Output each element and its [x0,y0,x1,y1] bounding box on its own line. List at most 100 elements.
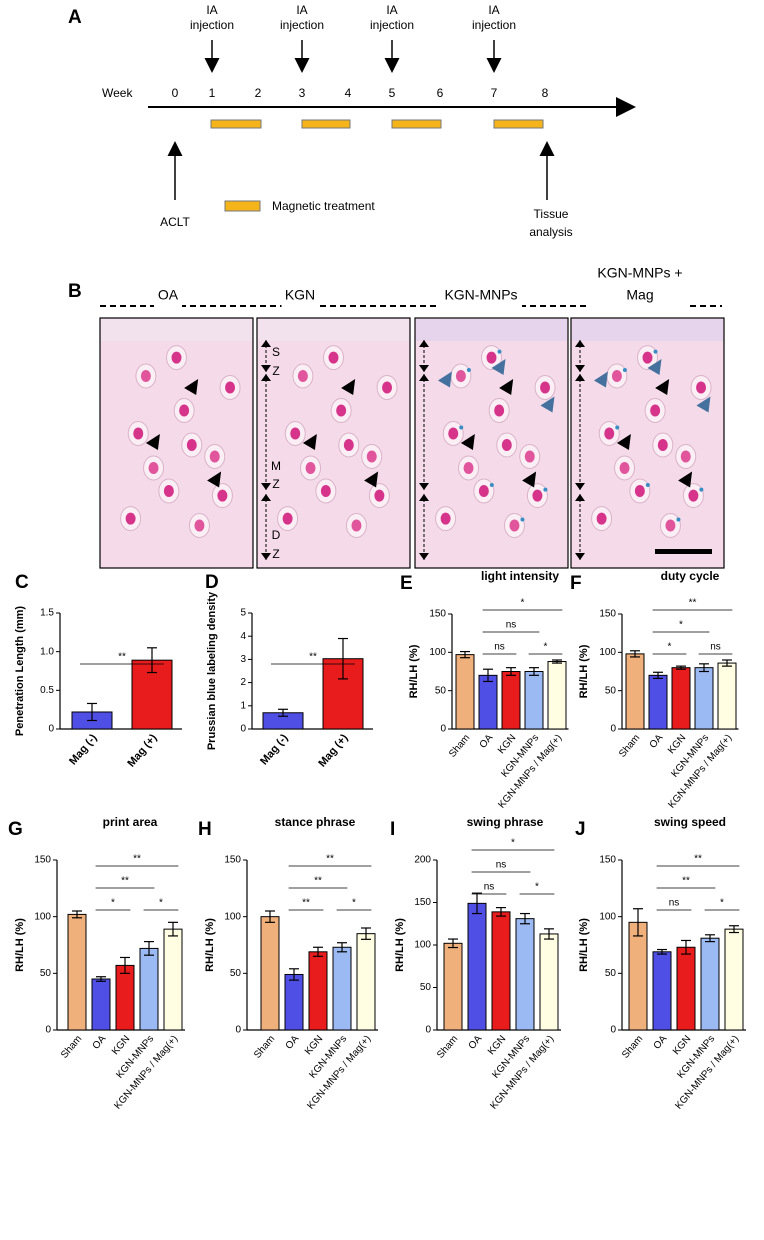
cell [179,404,190,417]
cell [186,439,197,451]
chart-title: light intensity [481,569,559,583]
cell [282,512,293,525]
week-number: 4 [345,86,352,100]
injection-label: injection [190,18,234,32]
cell [596,512,607,525]
significance-label: ns [506,620,517,631]
zone-label: Z [272,477,279,491]
cell [540,381,551,394]
bar [547,661,567,730]
significance-label: ** [314,876,322,887]
iron-stain [615,425,620,430]
bar [676,946,696,1031]
cell [642,351,653,364]
arrowhead [302,434,317,450]
bar [700,937,720,1031]
y-tick-label: 0 [425,1025,431,1036]
y-tick-label: 50 [605,968,617,979]
zone-label: S [272,345,280,359]
x-tick-label: Sham [59,1034,84,1061]
zone-arrow-tip [261,494,271,501]
week-number: 2 [255,86,262,100]
significance-label: ** [326,854,334,865]
panel-label: D [205,572,219,593]
y-axis-label: RH/LH (%) [578,918,590,972]
week-number: 0 [172,86,179,100]
y-tick-label: 50 [230,968,242,979]
zone-arrow-tip [261,374,271,381]
significance-label: * [352,898,356,909]
panel-label: H [198,819,212,840]
cell [494,404,505,417]
bar [115,964,135,1031]
error-bar [520,912,530,925]
panel-label: G [8,819,23,840]
x-tick-label: Mag (+) [125,732,159,770]
zone-arrow-tip [575,374,585,381]
zone-label: M [271,459,281,473]
panel-label: A [68,7,82,28]
y-tick-label: 100 [224,911,241,922]
significance-label: ** [133,854,141,865]
treatment-box [493,119,544,129]
y-tick-label: 0 [610,724,616,735]
arrowhead [364,471,379,488]
error-bar [289,968,299,981]
x-tick-label: OA [467,1033,485,1051]
error-bar [529,667,539,676]
error-bar [361,927,371,940]
y-tick-label: 3 [240,654,246,665]
y-tick-label: 0 [240,724,246,735]
iron-stain [466,368,471,372]
significance-label: ** [309,652,317,663]
iron-stain [676,517,681,522]
error-bar [87,702,97,722]
y-tick-label: 0 [48,724,54,735]
error-bar [506,667,516,676]
error-bar [120,956,130,974]
cell [125,512,136,525]
arrowhead [145,434,160,450]
zone-arrow-tip [575,340,585,347]
surface-layer [258,319,409,341]
zone-arrow-tip [419,340,429,347]
cell [532,489,543,502]
error-bar [337,942,347,953]
x-tick-label: Sham [617,733,642,760]
x-tick-label: Mag (-) [67,732,100,768]
y-tick-label: 200 [414,855,431,866]
zone-arrow-tip [419,483,429,490]
cell [225,381,236,394]
chart-title: print area [103,815,158,829]
bar [648,674,668,730]
treatment-box [391,119,442,129]
arrowhead [655,379,670,395]
cell [463,462,474,474]
significance-label: * [521,598,525,609]
significance-label: * [535,882,539,893]
cell [501,439,512,451]
week-number: 3 [299,86,306,100]
bar [625,653,645,730]
bar [671,667,691,730]
cell [374,489,385,502]
treatment-box [301,119,351,129]
cell [382,381,393,394]
iron-stain [645,483,650,487]
error-bar [96,976,106,982]
y-axis-label: RH/LH (%) [394,918,406,972]
x-tick-label: Sham [435,1034,460,1061]
y-tick-label: 4 [240,631,246,642]
significance-label: ** [121,876,129,887]
y-axis-label: Prussian blue labeling density [206,591,218,750]
bar [91,978,111,1031]
surface-layer [416,319,567,341]
scale-bar [655,549,712,554]
cell [696,381,707,394]
significance-label: ** [118,652,126,663]
significance-label: * [668,642,672,653]
x-tick-label: Sham [447,733,472,760]
error-bar [544,928,554,940]
cell [148,462,159,474]
